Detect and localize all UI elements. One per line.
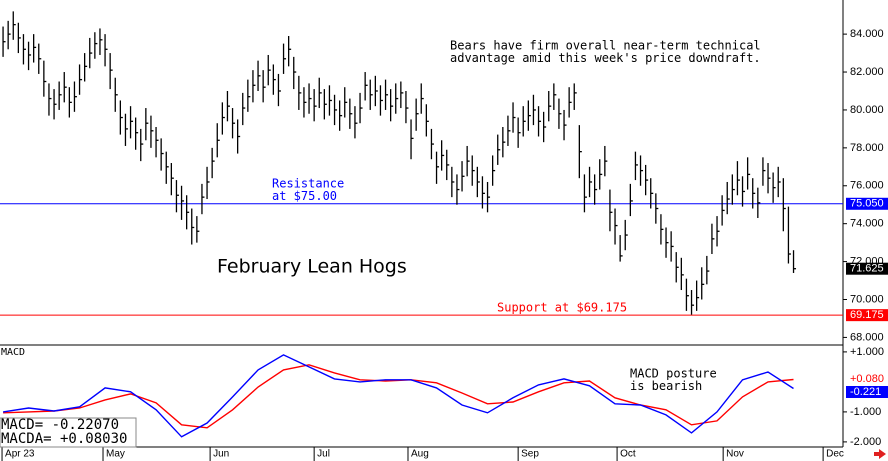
macd-line — [2, 354, 794, 438]
y-tick-label: -1.000 — [850, 406, 881, 418]
readout: MACDA= +0.08030 — [1, 431, 127, 447]
y-tick-label: 76.000 — [850, 180, 884, 192]
y-tick-label: 68.000 — [850, 331, 884, 343]
y-tick-label: 70.000 — [850, 293, 884, 305]
y-tick-label: 74.000 — [850, 218, 884, 230]
annotation: Bears have firm overall near-term techni… — [450, 39, 761, 53]
chart-title: February Lean Hogs — [217, 256, 407, 278]
x-tick-label: Jul — [317, 449, 330, 460]
series-label-box — [846, 386, 888, 398]
y-tick-label: 82.000 — [850, 66, 884, 78]
x-tick-label: Jun — [213, 449, 229, 460]
annotation: is bearish — [630, 379, 702, 393]
readout-box — [0, 417, 137, 448]
y-tick-label: +1.000 — [850, 346, 884, 358]
annotation: MACD posture — [630, 367, 717, 381]
last-price-box — [846, 262, 888, 275]
annotation: Resistance — [272, 177, 344, 191]
series-label: +0.080 — [850, 373, 884, 385]
annotation: at $75.00 — [272, 189, 337, 203]
y-tick-label: 78.000 — [850, 142, 884, 154]
y-tick-label: 80.000 — [850, 104, 884, 116]
annotation: Support at $69.175 — [497, 301, 627, 315]
level-label: 75.050 — [850, 198, 884, 210]
x-tick-label: May — [106, 449, 125, 460]
level-label-box — [846, 309, 888, 322]
annotation: advantage amid this week's price downdra… — [450, 51, 761, 65]
y-tick-label: 84.000 — [850, 28, 884, 40]
level-label: 69.175 — [850, 309, 884, 321]
x-tick-label: Dec — [826, 449, 844, 460]
scroll-arrow[interactable] — [874, 449, 886, 459]
x-tick-label: Apr 23 — [5, 449, 35, 460]
x-tick-label: Sep — [521, 449, 539, 460]
x-tick-label: Oct — [620, 449, 636, 460]
x-tick-label: Nov — [726, 449, 744, 460]
level-label-box — [846, 197, 888, 210]
readout: MACD= -0.22070 — [1, 417, 119, 433]
series-label: -0.221 — [850, 386, 881, 398]
panel-title: MACD — [1, 347, 25, 358]
series-label-box — [846, 373, 888, 385]
x-tick-label: Aug — [411, 449, 429, 460]
last-price-label: 71.625 — [850, 263, 884, 275]
y-tick-label: -2.000 — [850, 436, 881, 448]
